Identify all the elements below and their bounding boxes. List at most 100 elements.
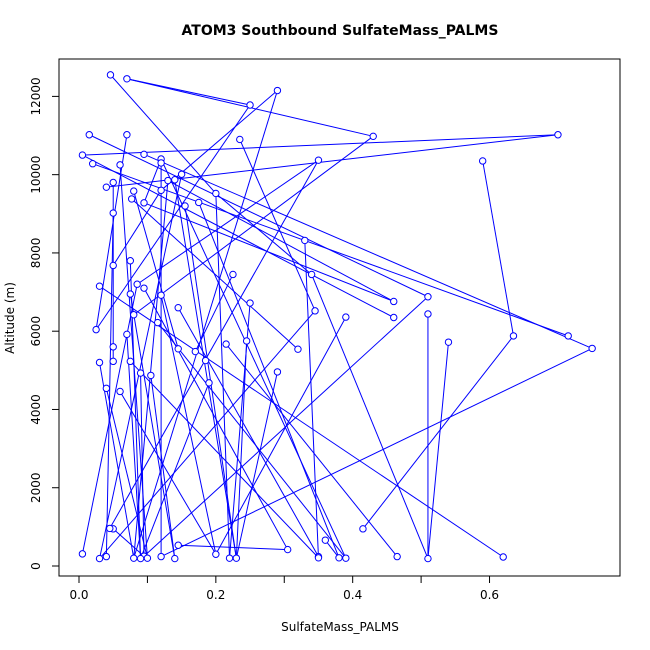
data-point <box>116 387 124 396</box>
data-point <box>314 554 323 562</box>
data-point <box>242 337 251 345</box>
data-point <box>424 293 432 301</box>
data-point <box>222 340 230 348</box>
series-line-segment <box>157 322 347 559</box>
series-line-segment <box>177 307 319 557</box>
series-line-segment <box>143 287 289 550</box>
series-line-segment <box>82 154 394 318</box>
series-line-segment <box>167 180 394 302</box>
data-point <box>92 325 100 334</box>
data-point <box>106 71 115 79</box>
data-point <box>130 554 138 562</box>
x-axis: 0.0 0.2 0.4 0.6 <box>69 575 499 602</box>
data-point <box>171 554 179 563</box>
series-line-segment <box>215 316 347 555</box>
data-point <box>335 554 343 562</box>
series-line-segment <box>225 343 398 557</box>
data-point <box>177 170 186 178</box>
data-point <box>123 330 131 339</box>
data-point <box>393 552 401 561</box>
y-axis-label: Altitude (m) <box>3 282 17 354</box>
data-point <box>509 332 518 340</box>
series-line-segment <box>99 362 135 559</box>
series-line-segment <box>143 158 162 204</box>
data-point <box>95 282 104 290</box>
data-point <box>390 297 398 306</box>
data-point <box>174 304 182 312</box>
data-point <box>246 299 254 307</box>
data-point <box>283 545 292 554</box>
data-point <box>109 209 117 217</box>
data-point <box>157 552 165 561</box>
data-point <box>109 261 117 270</box>
data-point <box>126 290 135 298</box>
data-point <box>478 157 487 165</box>
data-point <box>109 343 117 351</box>
series-line-segment <box>110 74 217 194</box>
series-line-segment <box>143 202 394 302</box>
series-line-segment <box>324 539 340 559</box>
data-point <box>321 536 330 544</box>
chart-title: ATOM3 Southbound SulfateMass_PALMS <box>182 23 499 39</box>
series-line-segment <box>150 375 176 559</box>
data-point <box>424 554 432 563</box>
series-line-segment <box>99 285 504 558</box>
series-lines <box>81 74 593 559</box>
series-line-segment <box>112 190 162 266</box>
data-point <box>342 313 350 321</box>
series-line-segment <box>92 163 569 337</box>
series-line-segment <box>105 213 114 557</box>
series-line-segment <box>129 293 176 559</box>
data-point <box>181 202 189 210</box>
data-point <box>123 75 131 83</box>
data-point <box>78 151 87 159</box>
data-point <box>588 344 596 353</box>
series-line-segment <box>82 134 558 156</box>
series-line-segment <box>140 382 210 559</box>
data-point <box>273 368 282 376</box>
data-point <box>174 541 182 549</box>
data-point <box>444 338 453 346</box>
series-line-segment <box>235 340 248 559</box>
data-point <box>307 270 316 279</box>
series-line-segment <box>133 180 169 559</box>
x-axis-label: SulfateMass_PALMS <box>281 620 399 634</box>
series-line-segment <box>174 179 237 559</box>
series-line-segment <box>239 139 316 312</box>
data-point <box>564 332 572 340</box>
series-line-segment <box>99 310 316 559</box>
data-point <box>136 554 145 563</box>
series-line-segment <box>136 159 319 285</box>
series-line-segment <box>482 160 514 336</box>
x-tick-label: 0.6 <box>480 588 499 602</box>
series-line-segment <box>143 153 593 349</box>
data-point <box>390 313 398 322</box>
data-point <box>212 550 220 558</box>
x-tick-label: 0.4 <box>343 588 362 602</box>
data-point <box>301 236 309 245</box>
data-point <box>195 198 203 207</box>
data-point <box>424 310 432 318</box>
data-point <box>153 318 162 327</box>
data-point <box>102 183 111 191</box>
data-point <box>136 369 145 377</box>
data-point <box>157 159 165 167</box>
data-point <box>359 525 367 533</box>
data-point <box>140 150 148 159</box>
y-axis: 0 2000 4000 6000 8000 10000 12000 <box>29 77 60 570</box>
data-point <box>157 291 165 299</box>
data-point <box>246 101 254 109</box>
data-point <box>123 131 131 139</box>
data-point <box>212 189 220 198</box>
data-point <box>85 131 93 139</box>
series-line-segment <box>194 274 234 352</box>
data-point <box>133 280 141 288</box>
series-line-segment <box>95 104 251 330</box>
series-line-segment <box>304 240 319 558</box>
data-point <box>126 257 135 265</box>
data-point <box>116 161 124 169</box>
series-line-segment <box>129 360 319 559</box>
data-point <box>95 358 104 367</box>
data-point <box>314 156 323 164</box>
